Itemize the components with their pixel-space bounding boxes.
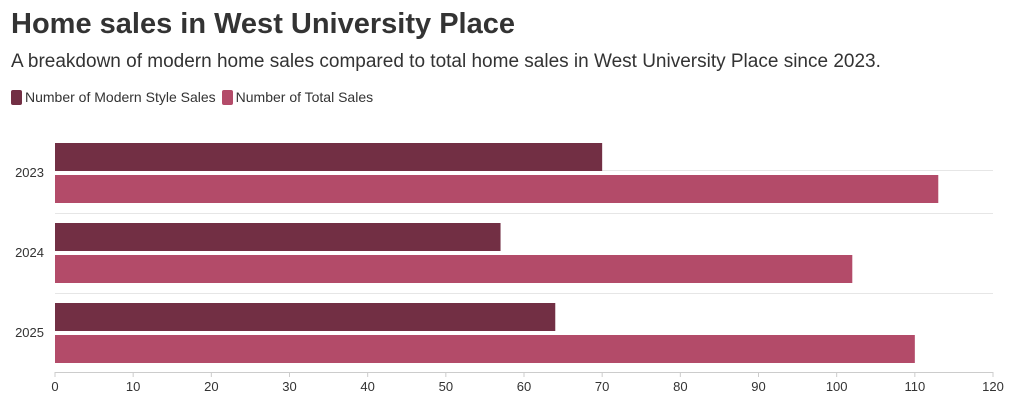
y-tick-label: 2025	[15, 325, 44, 340]
legend-swatch-modern	[11, 89, 22, 105]
bar-modern-2023[interactable]	[55, 143, 603, 171]
x-tick-label: 80	[673, 379, 687, 394]
bar-total-2023[interactable]	[55, 175, 939, 203]
x-tick-label: 90	[751, 379, 765, 394]
y-tick-label: 2024	[15, 245, 44, 260]
legend-item-modern[interactable]: Number of Modern Style Sales	[11, 89, 216, 105]
chart-title: Home sales in West University Place	[11, 8, 515, 40]
x-tick-label: 70	[595, 379, 609, 394]
x-tick-label: 0	[51, 379, 58, 394]
x-tick-label: 40	[360, 379, 374, 394]
x-tick-label: 30	[282, 379, 296, 394]
x-tick-label: 60	[517, 379, 531, 394]
x-tick-label: 120	[982, 379, 1004, 394]
axis-layer: 2023 2024 2025 0 10 20 30 40 50 60 70 80 90 100 110 120	[15, 165, 1004, 394]
x-tick-label: 110	[904, 379, 925, 394]
x-tick-label: 20	[204, 379, 218, 394]
chart-subtitle: A breakdown of modern home sales compare…	[11, 51, 881, 72]
legend-swatch-total	[221, 89, 233, 105]
x-tick-label: 100	[826, 379, 848, 394]
legend-item-total[interactable]: Number of Total Sales	[221, 89, 374, 105]
x-tick-label: 10	[126, 379, 140, 394]
bar-total-2024[interactable]	[55, 255, 853, 283]
x-tick-label: 50	[439, 379, 453, 394]
chart-legend: Number of Modern Style Sales Number of T…	[11, 89, 379, 105]
legend-label-modern: Number of Modern Style Sales	[25, 89, 216, 105]
bar-layer	[55, 143, 939, 363]
bar-modern-2025[interactable]	[55, 303, 556, 331]
bar-total-2025[interactable]	[55, 335, 915, 363]
bar-modern-2024[interactable]	[55, 223, 501, 251]
y-tick-label: 2023	[15, 165, 44, 180]
legend-label-total: Number of Total Sales	[235, 89, 374, 105]
